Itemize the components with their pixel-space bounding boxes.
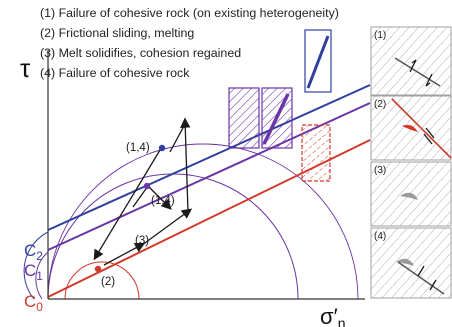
element-box-blue (304, 29, 332, 93)
mohr-circle-failure (48, 143, 359, 299)
point-1-4-upper (158, 144, 166, 152)
arrow-path-c (137, 208, 193, 249)
label-c2: C2 (24, 241, 43, 263)
arrow-path-g (147, 185, 172, 210)
panel-3 (370, 161, 452, 227)
label-3: (3) (135, 235, 149, 247)
panel-4 (370, 227, 452, 299)
legend-item-2: (2) Frictional sliding, melting (40, 26, 195, 40)
label-1-4-upper: (1,4) (126, 142, 150, 154)
label-1-4-mid: (1,4) (151, 195, 175, 207)
element-box-purple-b (261, 87, 293, 149)
arrow-path-b (103, 242, 146, 266)
panel-2 (370, 95, 452, 161)
mohr-circle-small (64, 261, 140, 299)
arrow-path-d (180, 117, 191, 213)
panel-label-4: (4) (374, 231, 386, 242)
legend-item-3: (3) Melt solidifies, cohesion regained (40, 46, 242, 60)
arrow-path-a (93, 149, 161, 261)
panel-1 (370, 26, 452, 96)
label-c1: C1 (24, 261, 43, 283)
arrow-path-f (132, 185, 149, 208)
legend-item-4: (4) Failure of cohesive rock (40, 66, 190, 80)
point-2 (94, 265, 102, 273)
arrow-path-e (169, 123, 186, 153)
label-2: (2) (101, 276, 115, 288)
panel-label-2: (2) (374, 99, 386, 110)
sigma-label: σ′n (320, 304, 346, 327)
panel-label-1: (1) (374, 30, 386, 41)
tau-label: τ (20, 53, 31, 83)
envelope-c2 (47, 84, 371, 231)
legend: (1) Failure of cohesive rock (on existin… (40, 3, 339, 83)
element-box-purple-a (228, 87, 260, 149)
label-c0: C0 (24, 292, 43, 314)
legend-item-1: (1) Failure of cohesive rock (on existin… (40, 6, 339, 20)
panel-label-3: (3) (374, 165, 386, 176)
point-1-4-mid (143, 182, 151, 190)
element-box-red (301, 124, 331, 182)
